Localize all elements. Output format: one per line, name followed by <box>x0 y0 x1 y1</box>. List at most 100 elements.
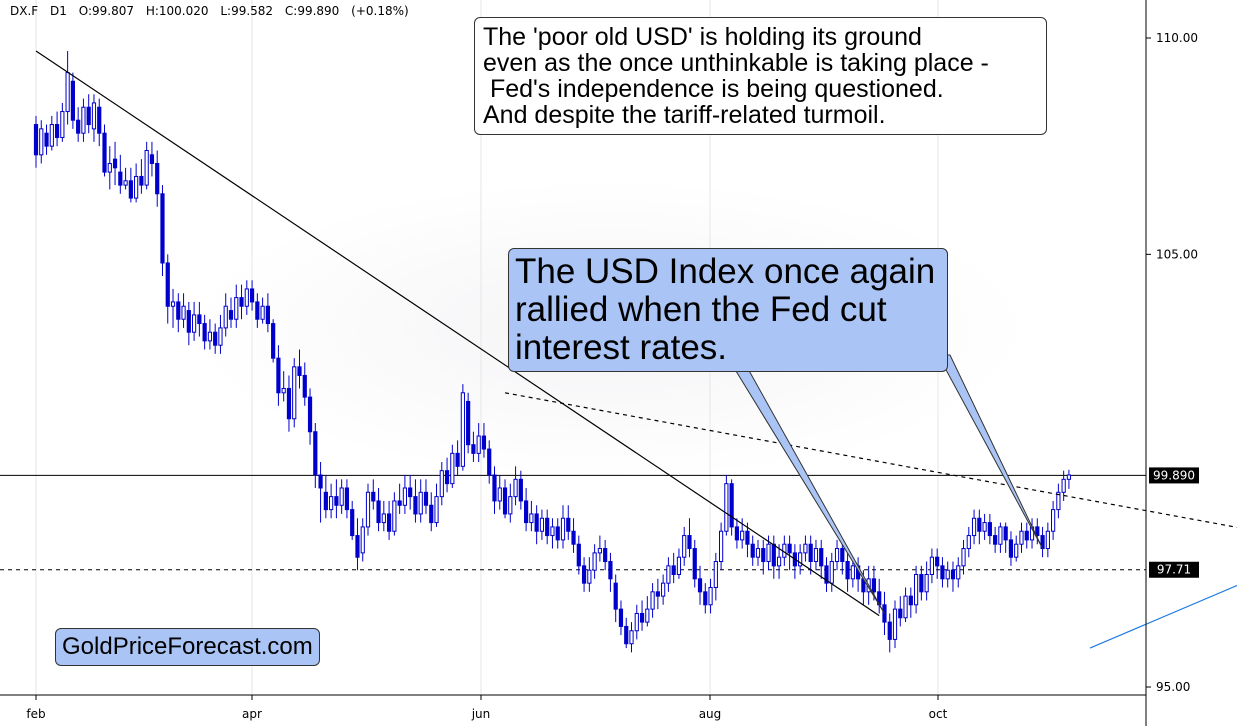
candle-down <box>313 431 318 476</box>
callout-line: The USD Index once again <box>515 252 936 291</box>
candle-down <box>697 578 703 593</box>
candle-down <box>228 310 234 320</box>
candle-down <box>613 582 618 610</box>
candle-up <box>81 106 86 134</box>
candle-down <box>276 357 281 394</box>
candle-down <box>787 543 792 554</box>
y-tick-label: 95.00 <box>1156 680 1190 694</box>
candle-down <box>350 509 355 537</box>
brand-label: GoldPriceForecast.com <box>55 628 320 666</box>
candle-up <box>497 487 502 502</box>
candle-up <box>476 435 481 454</box>
open-value: O:99.807 <box>78 4 134 18</box>
candle-down <box>624 625 629 645</box>
candle-down <box>413 496 418 515</box>
candle-up <box>776 556 782 567</box>
candle-down <box>771 543 776 567</box>
candle-up <box>829 561 834 584</box>
candle-down <box>703 591 708 606</box>
candle-up <box>39 128 44 156</box>
candle-down <box>149 154 155 164</box>
y-tick-label: 105.00 <box>1156 247 1198 261</box>
candle-down <box>576 543 581 567</box>
candle-down <box>729 483 734 528</box>
candle-up <box>834 548 840 563</box>
price-tag-box <box>1149 561 1199 578</box>
candle-down <box>302 374 307 398</box>
candle-down <box>671 565 676 576</box>
candle-up <box>365 491 371 528</box>
candle-up <box>1045 530 1050 550</box>
candle-up <box>766 543 771 563</box>
candle-down <box>70 80 75 121</box>
price-tag-label: 97.71 <box>1157 563 1191 577</box>
top-note-line: And despite the tariff-related turmoil. <box>483 101 886 129</box>
price-tag-box <box>1149 467 1199 484</box>
candle-up <box>998 526 1003 545</box>
x-tick-label: jun <box>471 707 491 721</box>
x-tick-label: aug <box>699 707 722 721</box>
candle-up <box>597 548 602 554</box>
candle-down <box>987 522 992 537</box>
candle-down <box>408 487 413 498</box>
change-value: (+0.18%) <box>351 4 409 18</box>
candle-up <box>645 608 650 623</box>
price-tag-label: 99.890 <box>1153 468 1195 482</box>
candle-down <box>255 301 260 320</box>
candle-down <box>1003 526 1008 541</box>
candle-down <box>824 565 829 584</box>
candle-up <box>49 124 54 147</box>
candle-down <box>908 595 913 606</box>
candle-down <box>371 491 376 502</box>
candle-up <box>850 565 855 580</box>
candle-up <box>207 331 213 342</box>
candle-down <box>297 366 302 376</box>
candle-down <box>977 517 982 532</box>
candle-up <box>1066 474 1072 480</box>
candle-up <box>550 526 555 537</box>
candle-down <box>97 106 102 134</box>
candle-down <box>160 193 165 264</box>
candle-up <box>539 517 545 532</box>
candle-up <box>65 72 70 113</box>
candle-up <box>418 491 423 515</box>
candle-up <box>682 535 687 558</box>
price-tags: 99.890 97.71 <box>1149 467 1199 578</box>
callout-line: interest rates. <box>515 328 728 367</box>
candle-down <box>33 124 39 156</box>
x-tick-label: oct <box>929 707 948 721</box>
x-tick-label: feb <box>26 707 45 721</box>
trendlines <box>35 50 1237 649</box>
candle-down <box>186 310 191 333</box>
candle-down <box>608 561 613 580</box>
y-tick-label: 110.00 <box>1156 31 1198 45</box>
candle-down <box>761 548 766 563</box>
candle-down <box>397 500 402 506</box>
candle-up <box>966 535 971 550</box>
candle-up <box>1061 478 1066 493</box>
candle-up <box>813 548 819 563</box>
candle-down <box>239 297 244 307</box>
top-note-line: even as the once unthinkable is taking p… <box>483 49 989 77</box>
candle-down <box>429 504 434 524</box>
candle-down <box>102 132 107 173</box>
candle-up <box>192 314 197 333</box>
candle-down <box>323 491 328 511</box>
candle-up <box>913 574 919 606</box>
candle-down <box>518 478 523 502</box>
high-value: H:100.020 <box>145 4 209 18</box>
candle-up <box>402 487 407 506</box>
candle-down <box>176 301 181 320</box>
candle-down <box>618 608 624 627</box>
candle-up <box>719 530 724 563</box>
candle-up <box>634 612 639 632</box>
candle-up <box>1056 491 1061 511</box>
candle-down <box>1008 539 1014 558</box>
candle-down <box>165 262 170 307</box>
candle-down <box>86 106 91 126</box>
candle-up <box>1051 509 1056 532</box>
candle-down <box>534 513 539 532</box>
candle-up <box>650 591 655 610</box>
candle-down <box>940 565 945 580</box>
candle-down <box>566 517 571 532</box>
